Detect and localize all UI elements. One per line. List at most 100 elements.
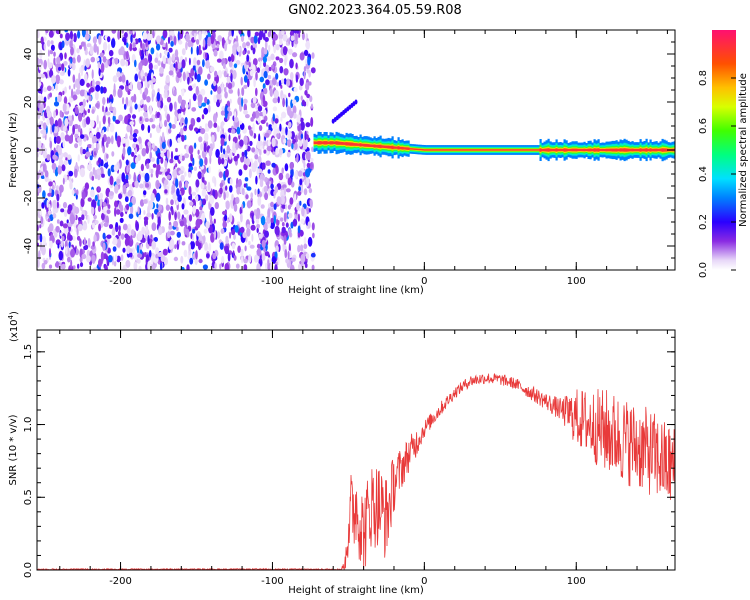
heatmap-cell [593,148,596,152]
heatmap-cell [250,117,254,122]
heatmap-cell [96,114,99,125]
heatmap-cell [339,141,342,145]
heatmap-cell [195,240,200,247]
heatmap-cell [262,56,267,63]
heatmap-cell [299,77,304,87]
heatmap-cell [246,224,251,229]
heatmap-cell [79,167,86,178]
heatmap-cell [117,230,121,237]
heatmap-cell [308,208,311,213]
heatmap-cell [223,70,227,78]
heatmap-cell [275,245,279,253]
heatmap-cell [355,143,358,146]
heatmap-cell [47,226,51,234]
heatmap-cell [529,149,532,151]
heatmap-cell [611,148,614,152]
heatmap-cell [631,148,634,152]
heatmap-cell [200,182,205,190]
heatmap-cell [262,94,266,105]
heatmap-cell [67,256,71,263]
heatmap-cell [102,129,105,136]
heatmap-cell [300,121,305,131]
heatmap-cell [99,192,104,199]
heatmap-cell [156,35,161,44]
heatmap-cell [94,220,99,225]
heatmap-cell [164,119,168,127]
heatmap-cell [291,257,296,262]
heatmap-cell [479,149,482,151]
heatmap-cell [285,173,290,180]
heatmap-cell [469,149,472,151]
heatmap-cell [195,218,201,229]
heatmap-cell [285,97,288,108]
heatmap-cell [395,146,398,149]
heatmap-cell [64,30,68,33]
heatmap-cell [170,40,174,47]
heatmap-cell [143,111,148,117]
heatmap-cell [48,264,53,269]
heatmap-cell [121,74,126,83]
heatmap-cell [37,130,40,140]
heatmap-cell [138,173,141,182]
heatmap-cell [134,73,138,82]
heatmap-cell [55,108,59,116]
heatmap-cell [223,148,226,155]
heatmap-cell [70,46,74,56]
heatmap-cell [41,262,46,270]
heatmap-cell [188,85,193,91]
heatmap-cell [164,89,168,98]
heatmap-cell [114,207,117,217]
heatmap-cell [137,81,142,91]
heatmap-cell [240,213,243,223]
heatmap-cell [515,149,518,151]
heatmap-cell [251,147,256,153]
heatmap-cell [149,54,153,62]
heatmap-cell [118,76,123,82]
heatmap-cell [84,65,87,71]
heatmap-cell [237,245,241,253]
heatmap-cell [98,223,102,232]
heatmap-cell [169,102,173,112]
heatmap-cell [190,240,195,250]
heatmap-cell [76,48,80,54]
heatmap-cell [285,222,289,228]
heatmap-cell [304,179,307,186]
heatmap-cell [122,184,127,195]
heatmap-cell [290,181,295,188]
heatmap-cell [561,148,564,152]
heatmap-cell [188,214,193,222]
heatmap-cell [275,44,280,51]
heatmap-cell [115,119,121,125]
heatmap-cell [168,70,174,76]
heatmap-cell [283,78,287,85]
heatmap-cell [181,59,186,69]
heatmap-cell [354,99,358,105]
heatmap-cell [250,192,254,199]
heatmap-cell [252,47,256,55]
heatmap-cell [170,150,174,161]
heatmap-cell [343,142,346,145]
heatmap-cell [276,133,280,138]
heatmap-cell [241,151,245,157]
heatmap-cell [171,184,176,194]
heatmap-cell [248,168,252,179]
heatmap-cell [79,146,83,155]
heatmap-cell [222,210,227,216]
heatmap-cell [188,185,192,196]
heatmap-cell [197,94,203,103]
heatmap-cell [280,217,284,222]
heatmap-cell [154,57,159,63]
heatmap-cell [114,57,119,65]
heatmap-cell [53,51,56,57]
heatmap-cell [292,99,297,105]
heatmap-cell [223,132,228,142]
heatmap-cell [253,254,259,263]
heatmap-cell [475,149,478,151]
heatmap-cell [635,148,638,152]
heatmap-cell [77,30,81,39]
heatmap-cell [309,157,314,162]
heatmap-cell [303,188,308,196]
heatmap-cell [193,166,197,171]
heatmap-cell [118,225,121,232]
heatmap-cell [160,157,164,164]
